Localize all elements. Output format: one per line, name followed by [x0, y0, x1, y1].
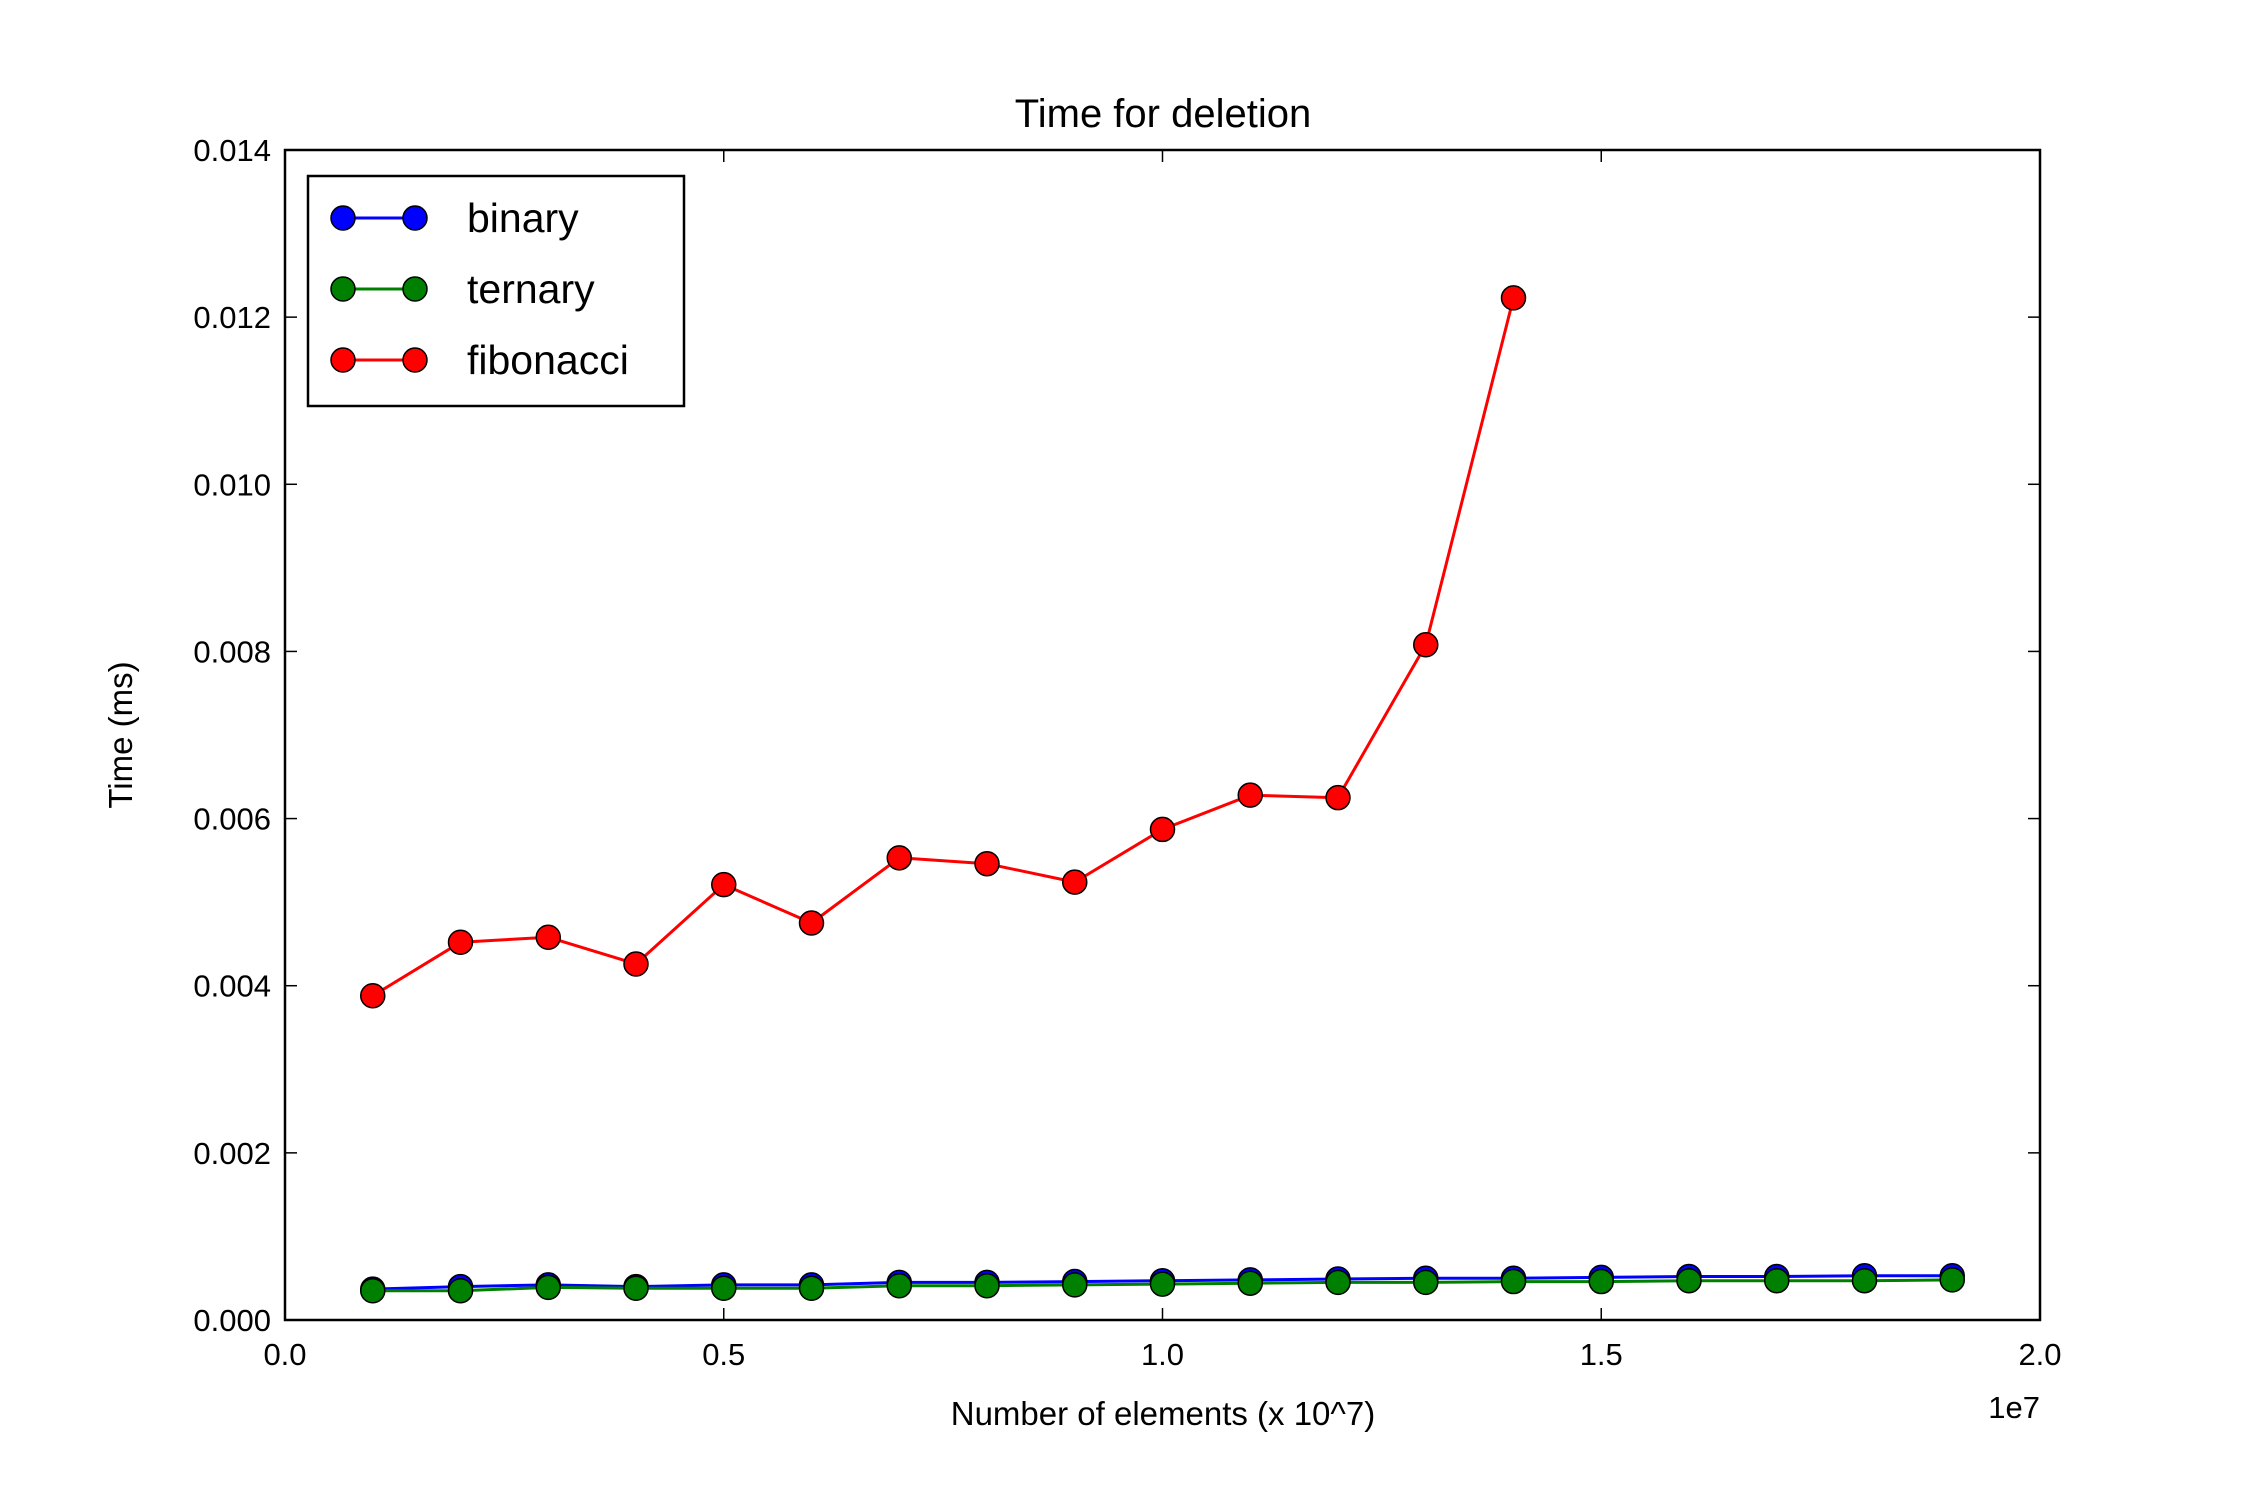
data-point-fibonacci — [1500, 285, 1527, 311]
y-tick-label: 0.014 — [193, 133, 271, 168]
x-tick-label: 1.5 — [1580, 1337, 1623, 1372]
chart-title: Time for deletion — [1015, 92, 1311, 136]
data-point-ternary — [1237, 1270, 1263, 1296]
x-tick-label: 0.0 — [263, 1337, 306, 1372]
data-point-fibonacci — [1413, 631, 1439, 658]
data-point-ternary — [886, 1272, 912, 1299]
legend-label-ternary: ternary — [467, 266, 595, 312]
x-tick-label: 1.0 — [1141, 1337, 1184, 1372]
data-point-ternary — [1851, 1267, 1878, 1294]
y-tick-label: 0.008 — [193, 634, 271, 669]
data-point-ternary — [1149, 1271, 1176, 1297]
data-point-ternary — [798, 1275, 825, 1301]
data-point-fibonacci — [711, 871, 737, 898]
data-point-ternary — [1500, 1268, 1527, 1295]
data-point-fibonacci — [974, 850, 1000, 877]
data-point-ternary — [1939, 1267, 1965, 1293]
x-axis-offset-label: 1e7 — [1988, 1390, 2040, 1425]
legend-marker-ternary — [402, 276, 428, 302]
data-point-ternary — [623, 1275, 649, 1301]
data-point-ternary — [974, 1272, 1000, 1299]
x-tick-label: 2.0 — [2018, 1337, 2061, 1372]
x-tick-label: 0.5 — [702, 1337, 745, 1372]
y-tick-label: 0.004 — [193, 969, 271, 1004]
data-point-fibonacci — [1237, 782, 1263, 808]
series-ternary — [360, 1267, 1965, 1304]
data-point-ternary — [1062, 1272, 1088, 1298]
data-point-ternary — [1676, 1267, 1702, 1294]
data-point-fibonacci — [447, 929, 474, 956]
series-line-fibonacci — [372, 297, 1515, 997]
plot-area — [360, 285, 1965, 1304]
legend-frame — [306, 174, 686, 408]
data-point-fibonacci — [360, 982, 386, 1009]
axis-tick-labels: 0.0 0.5 1.0 1.5 2.0 0.000 0.002 0.004 0.006 0.008… — [193, 133, 2061, 1372]
data-point-fibonacci — [1062, 869, 1088, 895]
y-tick-label: 0.000 — [193, 1303, 271, 1338]
legend-marker-fibonacci — [402, 347, 428, 373]
axis-ticks — [284, 149, 2041, 1321]
legend-marker-ternary — [330, 276, 356, 302]
y-axis-label: Time (ms) — [102, 661, 139, 808]
data-point-ternary — [447, 1278, 474, 1304]
y-tick-label: 0.006 — [193, 802, 271, 837]
data-point-fibonacci — [1325, 784, 1351, 811]
data-point-ternary — [535, 1274, 561, 1301]
y-tick-label: 0.012 — [193, 300, 271, 335]
y-tick-label: 0.002 — [193, 1136, 271, 1171]
legend-label-fibonacci: fibonacci — [467, 337, 629, 383]
data-point-ternary — [711, 1275, 737, 1301]
data-point-ternary — [360, 1278, 386, 1304]
data-point-fibonacci — [623, 951, 649, 977]
legend-label-binary: binary — [467, 195, 579, 241]
data-point-ternary — [1413, 1269, 1439, 1296]
y-tick-label: 0.010 — [193, 467, 271, 502]
data-point-fibonacci — [535, 924, 561, 950]
data-point-ternary — [1764, 1267, 1790, 1294]
data-point-fibonacci — [1149, 816, 1176, 843]
data-point-fibonacci — [886, 845, 912, 871]
data-point-fibonacci — [798, 910, 825, 936]
data-point-ternary — [1325, 1269, 1351, 1296]
legend-marker-binary — [402, 205, 428, 231]
legend-marker-fibonacci — [330, 347, 356, 373]
legend-marker-binary — [330, 205, 356, 231]
legend: binary ternary fibonacci — [306, 174, 686, 408]
data-point-ternary — [1588, 1268, 1614, 1295]
series-fibonacci — [360, 285, 1527, 1009]
x-axis-label: Number of elements (x 10^7) — [951, 1395, 1376, 1432]
